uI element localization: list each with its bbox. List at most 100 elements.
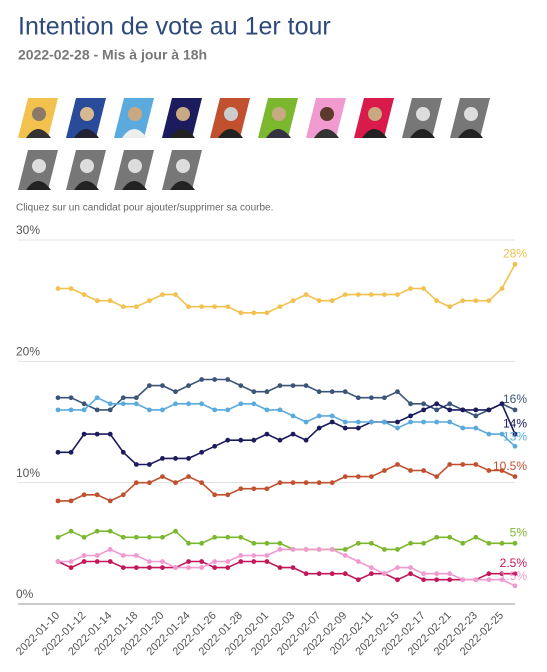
tile[interactable] <box>66 150 106 190</box>
point <box>499 577 505 583</box>
end-label: 13% <box>503 429 527 443</box>
point <box>199 480 205 486</box>
point <box>447 401 453 407</box>
point <box>133 304 139 310</box>
point <box>133 534 139 540</box>
point <box>55 395 61 401</box>
point <box>434 419 440 425</box>
point <box>186 559 191 564</box>
point <box>355 425 361 431</box>
point <box>186 383 191 388</box>
point <box>186 565 191 570</box>
tile[interactable] <box>18 150 58 190</box>
point <box>238 310 244 316</box>
point <box>173 401 178 407</box>
point <box>460 407 466 413</box>
point <box>355 419 361 425</box>
point <box>447 577 453 583</box>
point <box>264 407 270 413</box>
point <box>238 437 244 443</box>
tile[interactable] <box>162 150 202 190</box>
point <box>382 419 387 425</box>
tile[interactable] <box>354 98 394 138</box>
point <box>303 292 309 297</box>
point <box>264 540 270 546</box>
y-tick-label: 20% <box>16 345 40 359</box>
point <box>342 547 348 552</box>
point <box>94 553 100 558</box>
point <box>120 401 126 407</box>
point <box>486 577 492 583</box>
point <box>264 389 270 395</box>
point <box>303 571 309 577</box>
point <box>473 407 479 413</box>
point <box>81 559 87 564</box>
chart-title: Intention de vote au 1er tour <box>18 13 331 41</box>
point <box>277 437 283 443</box>
point <box>212 565 218 570</box>
point <box>421 540 426 546</box>
point <box>421 286 426 291</box>
point <box>251 437 257 443</box>
tile[interactable] <box>114 150 154 190</box>
point <box>355 577 361 583</box>
tile[interactable] <box>162 98 202 138</box>
point <box>447 462 453 467</box>
point <box>107 401 113 407</box>
tile[interactable] <box>450 98 490 138</box>
point <box>486 298 492 304</box>
point <box>107 407 113 413</box>
point <box>290 431 296 437</box>
series-line <box>58 463 516 502</box>
series-line <box>58 402 516 466</box>
point <box>434 571 440 577</box>
point <box>94 407 100 413</box>
point <box>290 413 296 419</box>
point <box>264 431 270 437</box>
point <box>342 389 348 395</box>
point <box>316 547 322 552</box>
point <box>107 528 113 534</box>
tile[interactable] <box>18 98 58 138</box>
point <box>512 261 518 267</box>
point <box>434 401 440 407</box>
end-label: 14% <box>503 416 527 430</box>
tile[interactable] <box>402 98 442 138</box>
series-line <box>58 263 516 314</box>
tile[interactable] <box>306 98 346 138</box>
point <box>94 395 100 401</box>
point <box>120 553 126 558</box>
point <box>290 565 296 570</box>
point <box>290 383 296 388</box>
point <box>303 480 309 486</box>
point <box>160 292 165 297</box>
tile[interactable] <box>114 98 154 138</box>
point <box>290 547 296 552</box>
point <box>408 286 413 291</box>
point <box>264 559 270 564</box>
point <box>251 540 257 546</box>
point <box>225 534 231 540</box>
point <box>382 547 387 552</box>
point <box>290 480 296 486</box>
point <box>173 528 178 534</box>
point <box>238 534 244 540</box>
point <box>133 565 139 570</box>
point <box>160 565 165 570</box>
point <box>173 565 178 570</box>
point <box>395 462 400 467</box>
point <box>147 298 152 304</box>
y-tick-label: 10% <box>16 466 40 480</box>
point <box>329 480 335 486</box>
tile[interactable] <box>210 98 250 138</box>
point <box>147 383 152 388</box>
point <box>421 407 426 413</box>
tile[interactable] <box>66 98 106 138</box>
point <box>368 292 374 297</box>
point <box>421 577 426 583</box>
point <box>421 468 426 473</box>
point <box>55 534 61 540</box>
point <box>408 401 413 407</box>
point <box>238 553 244 558</box>
tile[interactable] <box>258 98 298 138</box>
